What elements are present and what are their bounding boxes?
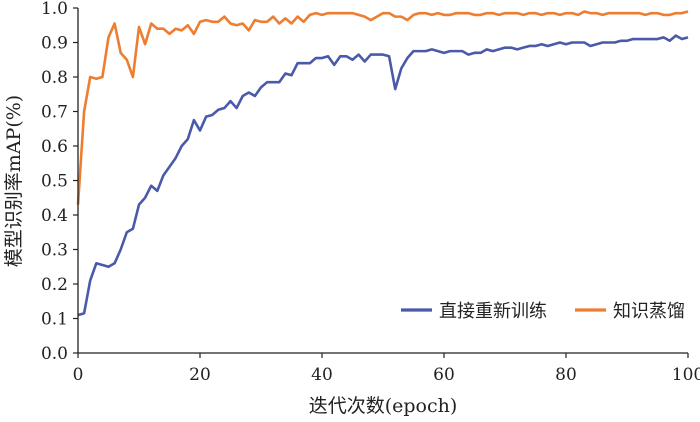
y-ticks: 0.0 0.1 0.2 0.3 0.4 0.5 0.6 0.7 0.8 0.9 1.0 [41,0,78,364]
x-ticks: 0 20 40 60 80 100 [73,353,700,385]
series-line-retrain [77,34,689,317]
x-tick-label: 60 [433,365,455,385]
x-axis-title: 迭代次数(epoch) [309,395,458,417]
y-axis-title: 模型识别率mAP(%) [3,95,25,267]
y-tick-label: 0.4 [41,206,68,226]
legend: 直接重新训练 知识蒸馏 [401,301,685,322]
y-tick-label: 1.0 [41,0,68,19]
x-tick-label: 0 [73,365,84,385]
y-tick-label: 0.0 [41,344,68,364]
x-tick-label: 80 [555,365,577,385]
plot-area [76,10,689,317]
y-tick-label: 0.7 [41,103,68,123]
x-tick-label: 100 [672,365,700,385]
axes [77,8,688,354]
y-tick-label: 0.1 [41,310,68,330]
y-tick-label: 0.9 [41,34,68,54]
series-line-distill [76,10,689,205]
y-tick-label: 0.6 [41,137,68,157]
y-tick-label: 0.8 [41,68,68,88]
legend-label-distill: 知识蒸馏 [613,301,685,322]
y-tick-label: 0.5 [41,172,68,192]
x-tick-label: 40 [311,365,333,385]
legend-label-retrain: 直接重新训练 [439,301,547,322]
y-tick-label: 0.3 [41,241,68,261]
x-tick-label: 20 [189,365,211,385]
y-tick-label: 0.2 [41,275,68,295]
